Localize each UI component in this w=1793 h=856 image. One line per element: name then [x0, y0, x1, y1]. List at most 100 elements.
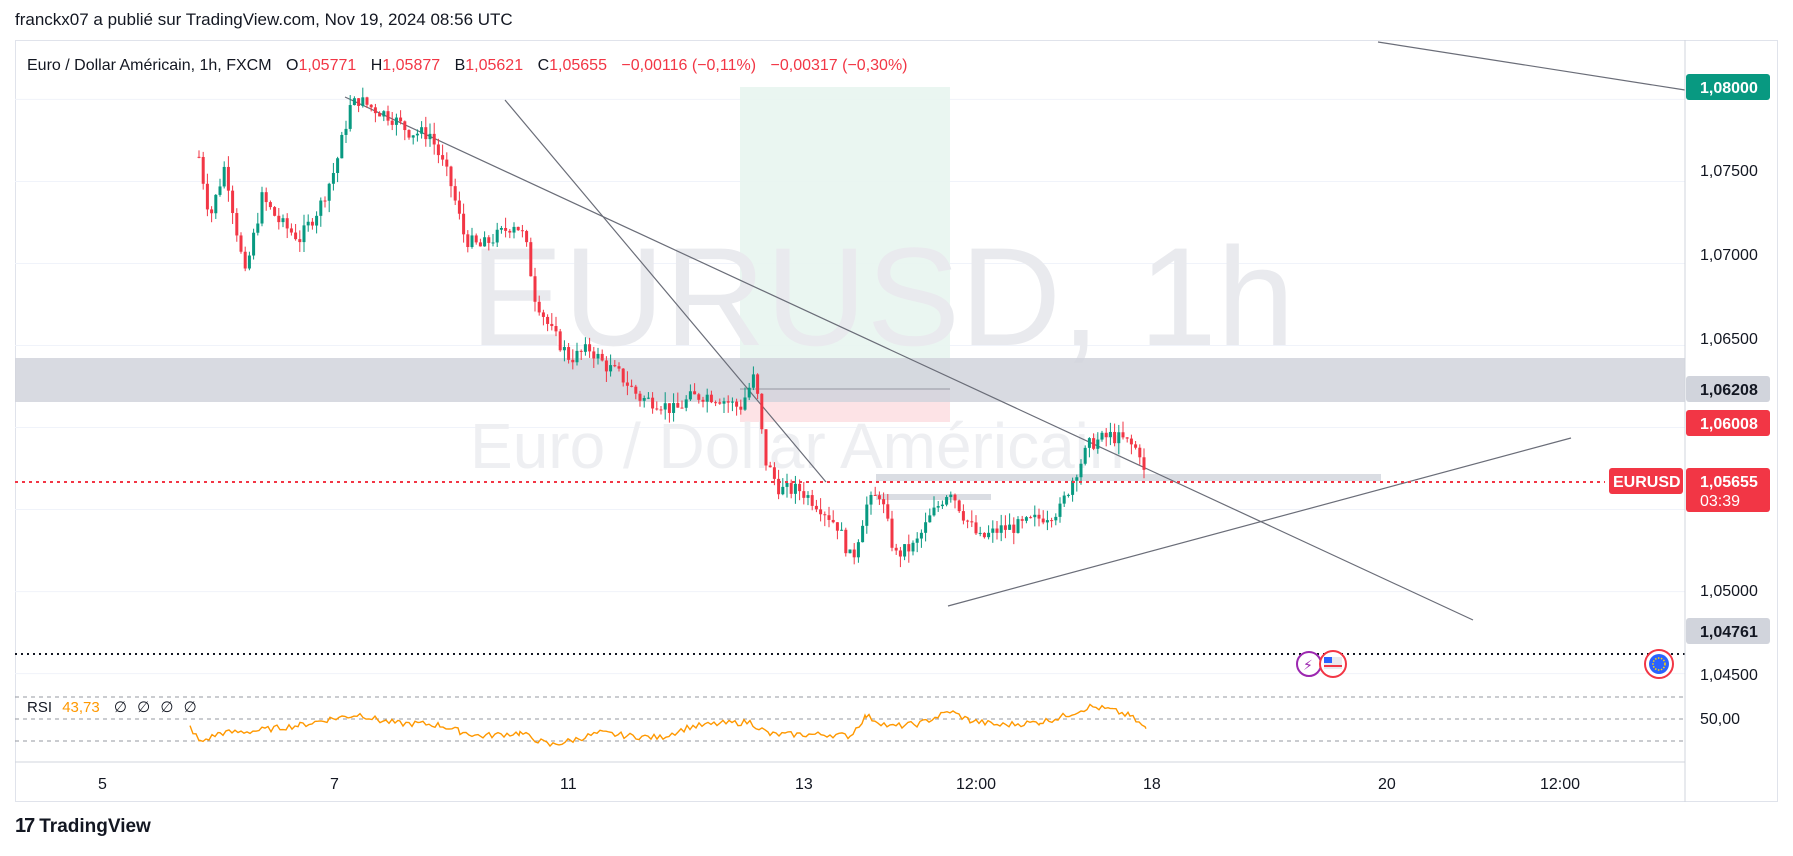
candle-body [642, 397, 646, 401]
candle-body [646, 397, 650, 399]
svg-text:Euro / Dollar Américain, 1h, F: Euro / Dollar Américain, 1h, FXCM O1,057… [27, 57, 908, 74]
candle-body [575, 350, 579, 363]
support-zone[interactable] [15, 358, 1685, 402]
candle-body [352, 98, 356, 106]
trend-lines[interactable] [344, 41, 1686, 621]
candle-body [810, 495, 814, 506]
legend-h-label: H [371, 57, 383, 74]
candle-body [928, 515, 932, 523]
candles[interactable] [197, 87, 1146, 568]
candle-body [247, 255, 251, 269]
candle-body [701, 399, 705, 402]
candle-body [302, 225, 306, 243]
candle-body [714, 402, 718, 404]
candle-body [1108, 431, 1112, 438]
candle-body [508, 230, 512, 233]
price-tick-4: 1,05000 [1700, 583, 1758, 600]
candle-body [722, 401, 726, 404]
candle-body [856, 542, 860, 558]
long-position-profit-zone[interactable] [740, 87, 950, 389]
candle-body [932, 507, 936, 516]
rsi-legend: RSI 43,73 ∅ ∅ ∅ ∅ [27, 699, 197, 716]
candle-body [487, 237, 491, 243]
rsi-pane[interactable] [15, 696, 1685, 748]
candle-body [256, 223, 260, 233]
time-tick-5: 12:00 [956, 776, 996, 793]
candle-body [268, 202, 272, 208]
candle-body [201, 156, 205, 184]
candle-body [457, 200, 461, 214]
candle-body [852, 549, 856, 558]
candle-body [1029, 517, 1033, 519]
rsi-extra-3: ∅ [160, 699, 173, 716]
candle-body [226, 166, 230, 191]
legend-c-label: C [538, 57, 550, 74]
candle-body [688, 391, 692, 400]
legend-change2: −0,00317 (−0,30%) [771, 57, 908, 74]
candle-body [848, 549, 852, 554]
tradingview-logo[interactable]: 17 TradingView [15, 815, 151, 838]
candle-body [445, 159, 449, 167]
candle-body [197, 156, 201, 158]
candle-body [739, 406, 743, 410]
candle-body [546, 316, 550, 324]
candle-body [428, 133, 432, 140]
time-axis[interactable]: 5 7 11 13 12:00 18 20 12:00 [15, 761, 1685, 793]
candle-body [541, 312, 545, 317]
candle-body [1075, 477, 1079, 481]
candle-body [604, 360, 608, 372]
candle-body [785, 482, 789, 487]
candle-body [1117, 432, 1121, 444]
candle-body [491, 242, 495, 244]
price-label-4: 1,04761 [1700, 624, 1758, 641]
candle-body [436, 144, 440, 156]
price-tick-1: 1,07500 [1700, 163, 1758, 180]
candle-body [441, 155, 445, 160]
candle-body [953, 494, 957, 501]
candle-body [495, 229, 499, 243]
event-icons[interactable]: ⚡ [1296, 649, 1674, 679]
candle-body [663, 403, 667, 410]
candle-body [823, 514, 827, 516]
candle-body [567, 347, 571, 360]
price-axis[interactable]: 1,07500 1,07000 1,06500 1,05000 1,04500 … [1609, 40, 1770, 802]
candle-body [214, 194, 218, 214]
candle-body [1083, 447, 1087, 464]
candle-body [504, 227, 508, 231]
candle-body [1041, 518, 1045, 523]
legend-c-value: 1,05655 [549, 57, 607, 74]
candle-body [865, 504, 869, 526]
candle-body [449, 166, 453, 187]
candle-body [218, 186, 222, 195]
candle-body [814, 505, 818, 510]
legend-change: −0,00116 (−0,11%) [621, 57, 756, 74]
candle-body [764, 429, 768, 466]
candle-body [676, 403, 680, 408]
rsi-line [189, 703, 1147, 748]
candle-body [1024, 517, 1028, 521]
candle-body [802, 491, 806, 498]
time-tick-8: 12:00 [1540, 776, 1580, 793]
candle-body [911, 542, 915, 552]
candle-body [1113, 431, 1117, 444]
candle-body [961, 511, 965, 521]
price-tick-3: 1,06500 [1700, 331, 1758, 348]
consolidation-box-1[interactable] [876, 474, 1381, 481]
candle-body [336, 158, 340, 173]
rsi-level-label: 50,00 [1700, 711, 1740, 728]
price-label-1-bg [1686, 74, 1770, 100]
candle-body [915, 538, 919, 543]
candle-body [1003, 525, 1007, 530]
candle-body [1100, 432, 1104, 440]
candle-body [420, 127, 424, 134]
candle-body [1092, 438, 1096, 449]
candle-body [898, 550, 902, 557]
candle-body [525, 231, 529, 243]
candle-body [415, 133, 419, 136]
candle-body [1125, 437, 1129, 439]
candle-body [344, 128, 348, 135]
candle-body [743, 397, 747, 410]
candle-body [617, 366, 621, 369]
price-label-4-bg [1686, 618, 1770, 644]
